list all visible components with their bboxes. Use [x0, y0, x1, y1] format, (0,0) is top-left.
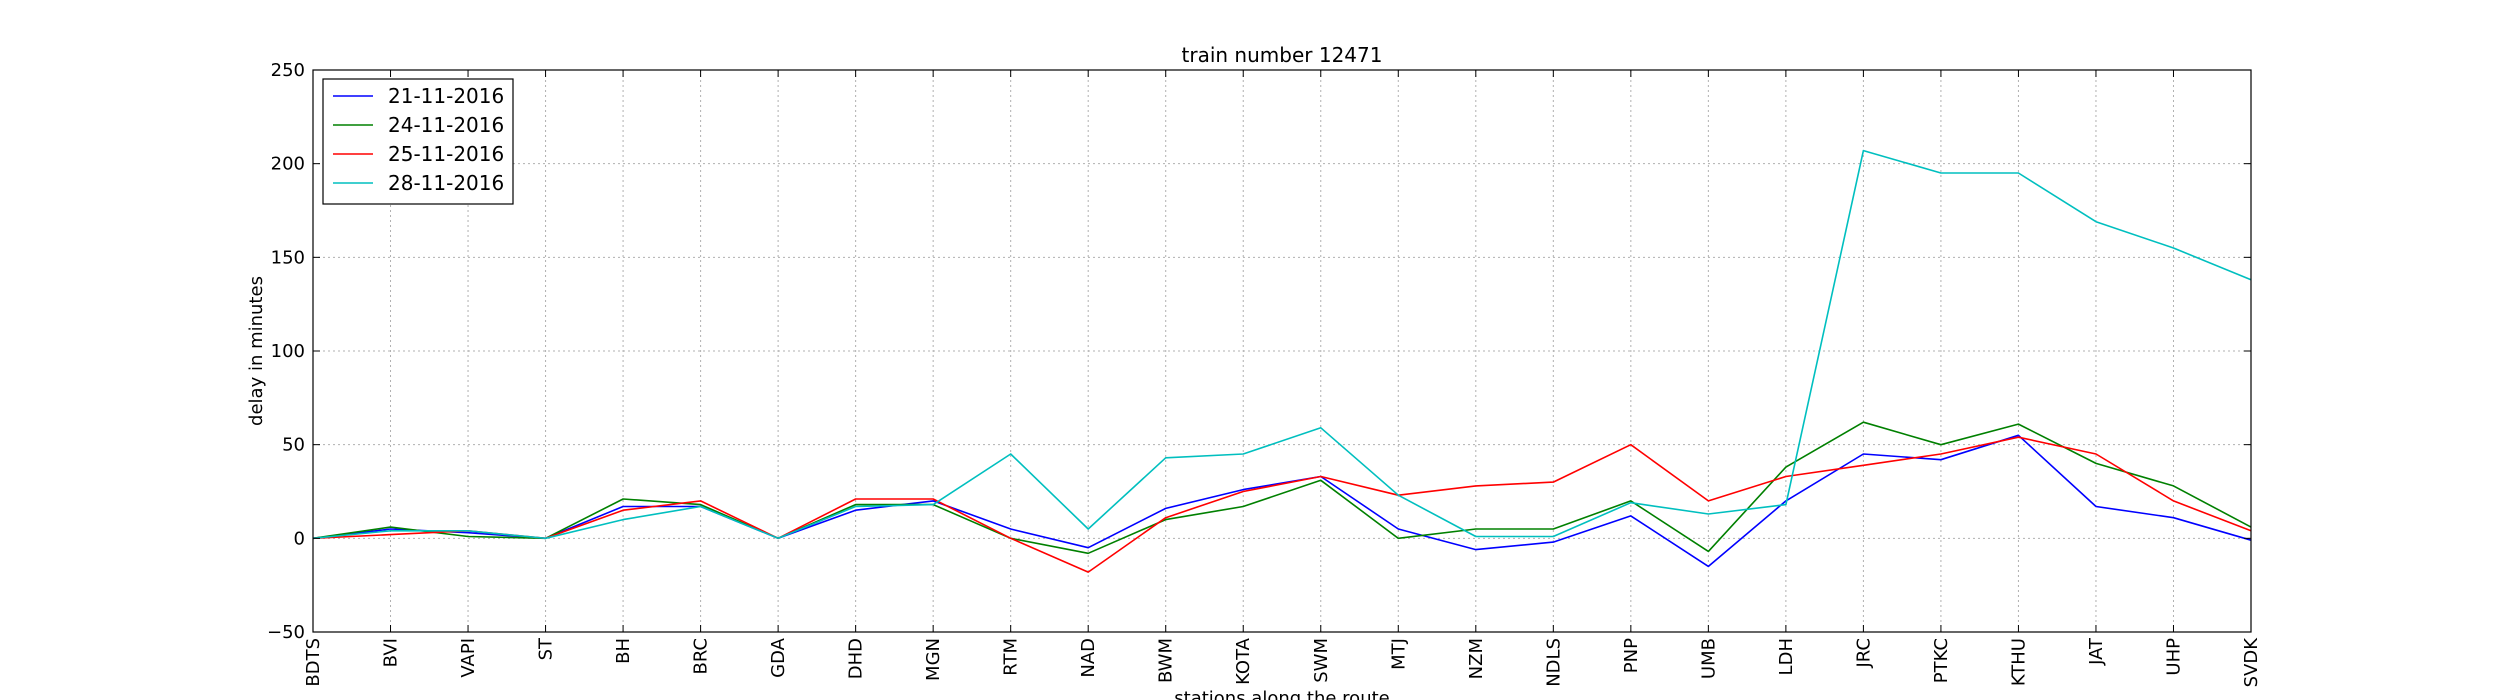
- series-lines: [312, 149, 2252, 573]
- legend-label: 28-11-2016: [388, 171, 504, 195]
- x-tick-label: BRC: [691, 638, 712, 675]
- grid: [312, 69, 2252, 633]
- x-tick-label: KOTA: [1233, 637, 1254, 685]
- series-line-24-11-2016: [312, 421, 2252, 555]
- y-tick-label: 250: [271, 60, 305, 81]
- x-axis-label: stations along the route: [1174, 688, 1389, 700]
- x-tick-label: BDTS: [303, 638, 324, 687]
- y-tick-label: 150: [271, 247, 305, 268]
- x-tick-label: NZM: [1466, 638, 1487, 679]
- x-tick-label: PTKC: [1931, 638, 1952, 683]
- x-tick-label: NDLS: [1543, 638, 1564, 687]
- y-tick-label: 0: [294, 528, 305, 549]
- x-tick-label: JRC: [1853, 638, 1874, 669]
- x-tick-label: DHD: [846, 638, 867, 679]
- x-tick-label: ST: [536, 637, 557, 660]
- y-tick-label: 50: [282, 435, 305, 456]
- y-tick-label: −50: [267, 622, 305, 643]
- x-tick-label: BVI: [381, 638, 402, 667]
- x-tick-label: PNP: [1621, 638, 1642, 673]
- x-tick-label: BWM: [1156, 638, 1177, 683]
- x-tick-label: BH: [613, 638, 634, 664]
- series-line-25-11-2016: [312, 436, 2252, 573]
- x-tick-label: RTM: [1001, 638, 1022, 676]
- x-tick-label: KTHU: [2008, 638, 2029, 686]
- x-tick-label: UMB: [1698, 638, 1719, 679]
- x-tick-label: UHP: [2163, 638, 2184, 676]
- legend-label: 21-11-2016: [388, 84, 504, 108]
- x-tick-label: NAD: [1078, 638, 1099, 678]
- y-axis-label: delay in minutes: [246, 276, 267, 426]
- legend-label: 24-11-2016: [388, 113, 504, 137]
- x-axis: BDTS BVI VAPI ST BH BRC GDA DHD MGN RTM NAD BWM KOTA…: [303, 70, 2262, 687]
- y-axis: −50 0 50 100 150 200 250: [267, 60, 2251, 643]
- x-tick-label: MGN: [923, 638, 944, 681]
- x-tick-label: GDA: [768, 637, 789, 677]
- x-tick-label: SVDK: [2241, 637, 2262, 688]
- y-tick-label: 200: [271, 154, 305, 175]
- series-line-21-11-2016: [312, 434, 2252, 568]
- x-tick-label: MTJ: [1388, 638, 1409, 670]
- x-tick-label: LDH: [1776, 638, 1797, 675]
- y-tick-label: 100: [271, 341, 305, 362]
- x-tick-label: JAT: [2086, 637, 2107, 666]
- legend: 21-11-2016 24-11-2016 25-11-2016 28-11-2016: [322, 78, 514, 205]
- chart-title: train number 12471: [1182, 43, 1383, 67]
- series-line-28-11-2016: [312, 149, 2252, 540]
- legend-label: 25-11-2016: [388, 142, 504, 166]
- x-tick-label: SWM: [1311, 638, 1332, 683]
- x-tick-label: VAPI: [458, 638, 479, 678]
